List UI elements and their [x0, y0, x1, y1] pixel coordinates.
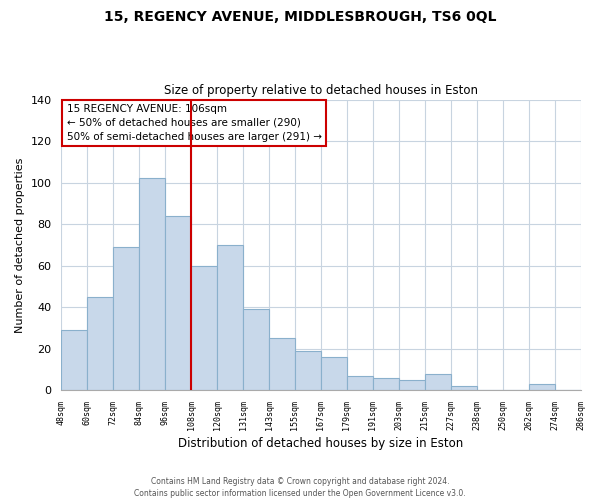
X-axis label: Distribution of detached houses by size in Eston: Distribution of detached houses by size …: [178, 437, 464, 450]
Bar: [529, 384, 554, 390]
Bar: [321, 357, 347, 390]
Bar: [139, 178, 165, 390]
Bar: [373, 378, 399, 390]
Bar: [113, 247, 139, 390]
Bar: [61, 330, 88, 390]
Text: Contains HM Land Registry data © Crown copyright and database right 2024.
Contai: Contains HM Land Registry data © Crown c…: [134, 476, 466, 498]
Text: 15, REGENCY AVENUE, MIDDLESBROUGH, TS6 0QL: 15, REGENCY AVENUE, MIDDLESBROUGH, TS6 0…: [104, 10, 496, 24]
Bar: [451, 386, 476, 390]
Y-axis label: Number of detached properties: Number of detached properties: [15, 158, 25, 332]
Bar: [425, 374, 451, 390]
Bar: [399, 380, 425, 390]
Bar: [269, 338, 295, 390]
Bar: [191, 266, 217, 390]
Bar: [347, 376, 373, 390]
Bar: [165, 216, 191, 390]
Bar: [88, 297, 113, 390]
Bar: [295, 351, 321, 391]
Text: 15 REGENCY AVENUE: 106sqm
← 50% of detached houses are smaller (290)
50% of semi: 15 REGENCY AVENUE: 106sqm ← 50% of detac…: [67, 104, 322, 142]
Title: Size of property relative to detached houses in Eston: Size of property relative to detached ho…: [164, 84, 478, 97]
Bar: [217, 245, 243, 390]
Bar: [243, 310, 269, 390]
